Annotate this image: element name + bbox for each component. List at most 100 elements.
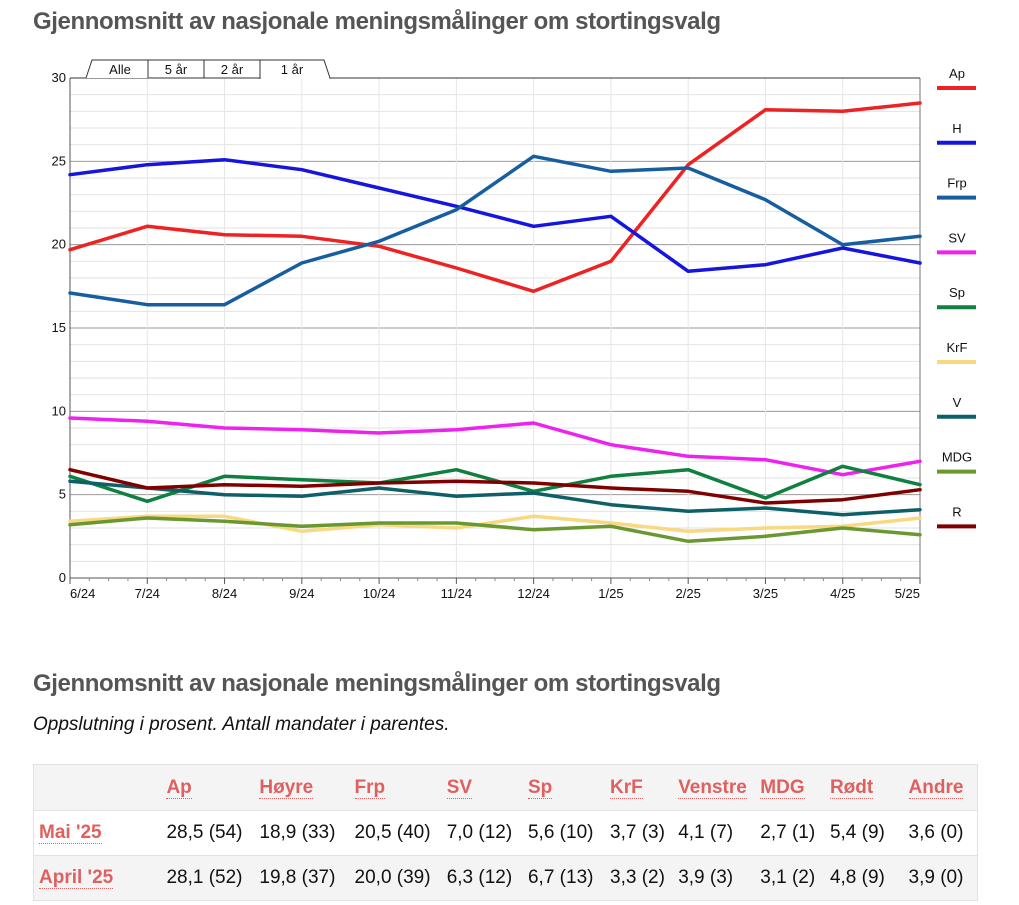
party-link[interactable]: SV xyxy=(446,776,473,799)
x-tick-label: 7/24 xyxy=(135,586,160,601)
x-tick-label: 9/24 xyxy=(289,586,314,601)
poll-line-chart: 0 5 10 15 20 25 30 6/24 7/24 8/24 9/24 10/24 11/24 12… xyxy=(52,59,976,601)
table-header-party[interactable]: Høyre xyxy=(254,765,349,811)
x-tick-label: 1/25 xyxy=(598,586,623,601)
table-cell: 19,8 (37) xyxy=(259,867,336,888)
tab-shape xyxy=(259,59,331,79)
row-month[interactable]: April '25 xyxy=(34,856,162,901)
tab-label: Alle xyxy=(109,62,131,77)
tab-label: 5 år xyxy=(165,62,188,77)
table-cell: 28,5 (54) xyxy=(166,822,243,843)
table-header-party[interactable]: Frp xyxy=(350,765,442,811)
y-tick-label: 25 xyxy=(52,153,66,168)
table-cell: 4,1 (7) xyxy=(678,822,734,843)
series-line-r xyxy=(68,467,922,505)
y-tick-label: 15 xyxy=(52,320,66,335)
table-cell: 20,5 (40) xyxy=(354,822,431,843)
party-link[interactable]: Venstre xyxy=(678,776,747,799)
row-month[interactable]: Mai '25 xyxy=(34,811,162,856)
legend-label-krf: KrF xyxy=(947,340,968,355)
series-line-h xyxy=(68,157,922,274)
y-tick-label: 20 xyxy=(52,237,66,252)
x-tick-label: 6/24 xyxy=(70,586,95,601)
tab-2-år[interactable]: 2 år xyxy=(203,59,261,79)
table-row: Mai '25 28,5 (54) 18,9 (33) 20,5 (40) 7,0 (1… xyxy=(33,810,978,856)
time-range-tabs: Alle 5 år 2 år 1 år xyxy=(70,59,920,79)
party-link[interactable]: KrF xyxy=(610,776,643,799)
x-tick-label: 12/24 xyxy=(517,586,550,601)
legend-label-r: R xyxy=(952,504,961,519)
table-header-row: Ap Høyre Frp SV Sp KrF Venstre MDG Rødt Andre xyxy=(33,764,978,811)
tab-1-år[interactable]: 1 år xyxy=(259,59,331,79)
table-cell: 3,6 (0) xyxy=(908,822,964,843)
table-row: April '25 28,1 (52) 19,8 (37) 20,0 (39) 6,3 … xyxy=(33,855,978,901)
table-cell: 18,9 (33) xyxy=(259,822,336,843)
table-cell: 3,9 (0) xyxy=(908,867,964,888)
tab-5-år[interactable]: 5 år xyxy=(147,59,205,79)
legend-label-mdg: MDG xyxy=(942,450,972,465)
table-header-party[interactable]: Venstre xyxy=(673,765,755,811)
table-body: Mai '25 28,5 (54) 18,9 (33) 20,5 (40) 7,0 (1… xyxy=(33,810,978,901)
table-header-party[interactable]: KrF xyxy=(605,765,673,811)
y-tick-label: 10 xyxy=(52,403,66,418)
table-cell: 7,0 (12) xyxy=(446,822,513,843)
x-tick-label: 4/25 xyxy=(830,586,855,601)
table-cell: 6,7 (13) xyxy=(527,867,594,888)
series-line-krf xyxy=(68,514,922,534)
party-link[interactable]: Sp xyxy=(527,776,553,799)
tab-alle[interactable]: Alle xyxy=(85,59,149,79)
table-cell: 5,6 (10) xyxy=(527,822,594,843)
x-tick-label: 5/25 xyxy=(895,586,920,601)
table-header-party[interactable]: Rødt xyxy=(825,765,904,811)
table-cell: 3,3 (2) xyxy=(610,867,665,888)
table-header-party[interactable]: MDG xyxy=(755,765,825,811)
x-tick-label: 11/24 xyxy=(441,586,473,601)
series-line-frp xyxy=(68,154,922,307)
chart-axes: 0 5 10 15 20 25 30 6/24 7/24 8/24 9/24 10/24 11/24 12… xyxy=(52,70,921,601)
y-tick-label: 30 xyxy=(52,70,66,85)
legend-label-sp: Sp xyxy=(949,285,965,300)
series-line-ap xyxy=(68,101,922,294)
party-link[interactable]: Andre xyxy=(908,776,964,799)
table-cell: 5,4 (9) xyxy=(829,822,885,843)
table-title: Gjennomsnitt av nasjonale meningsmålinge… xyxy=(33,670,721,697)
legend-label-sv: SV xyxy=(948,230,966,245)
table-cell: 3,1 (2) xyxy=(760,867,816,888)
month-link[interactable]: April '25 xyxy=(39,867,114,889)
series-line-sv xyxy=(68,416,922,477)
table-cell: 3,7 (3) xyxy=(610,822,665,843)
table-header-party[interactable]: Ap xyxy=(161,765,254,811)
y-tick-label: 0 xyxy=(59,570,66,585)
month-link[interactable]: Mai '25 xyxy=(39,822,102,844)
table-cell: 28,1 (52) xyxy=(166,867,243,888)
legend-label-ap: Ap xyxy=(949,66,965,81)
party-link[interactable]: Frp xyxy=(354,776,386,799)
chart-legend: Ap H Frp SV Sp KrF V MDG R xyxy=(937,66,976,529)
table-header-party[interactable]: SV xyxy=(442,765,523,811)
tab-label: 1 år xyxy=(281,62,304,77)
table-header-empty xyxy=(34,765,162,811)
legend-label-v: V xyxy=(953,395,962,410)
table-cell: 6,3 (12) xyxy=(446,867,513,888)
party-link[interactable]: MDG xyxy=(760,776,805,799)
legend-label-frp: Frp xyxy=(947,176,967,191)
poll-table: Ap Høyre Frp SV Sp KrF Venstre MDG Rødt Andre Mai… xyxy=(33,764,978,901)
tab-label: 2 år xyxy=(221,62,244,77)
party-link[interactable]: Høyre xyxy=(259,776,314,799)
chart-title: Gjennomsnitt av nasjonale meningsmålinge… xyxy=(33,8,721,35)
table-header-party[interactable]: Sp xyxy=(523,765,605,811)
chart-series xyxy=(68,101,922,544)
table-header-party[interactable]: Andre xyxy=(904,765,978,811)
series-line-mdg xyxy=(68,516,922,544)
table-cell: 3,9 (3) xyxy=(678,867,734,888)
table-subtitle: Oppslutning i prosent. Antall mandater i… xyxy=(33,714,450,735)
table-cell: 20,0 (39) xyxy=(354,867,431,888)
x-tick-label: 2/25 xyxy=(676,586,701,601)
table-cell: 2,7 (1) xyxy=(760,822,816,843)
party-link[interactable]: Ap xyxy=(166,776,192,799)
legend-label-h: H xyxy=(952,121,961,136)
x-tick-label: 10/24 xyxy=(363,586,396,601)
party-link[interactable]: Rødt xyxy=(829,776,874,799)
y-tick-label: 5 xyxy=(59,487,66,502)
table-cell: 4,8 (9) xyxy=(829,867,885,888)
